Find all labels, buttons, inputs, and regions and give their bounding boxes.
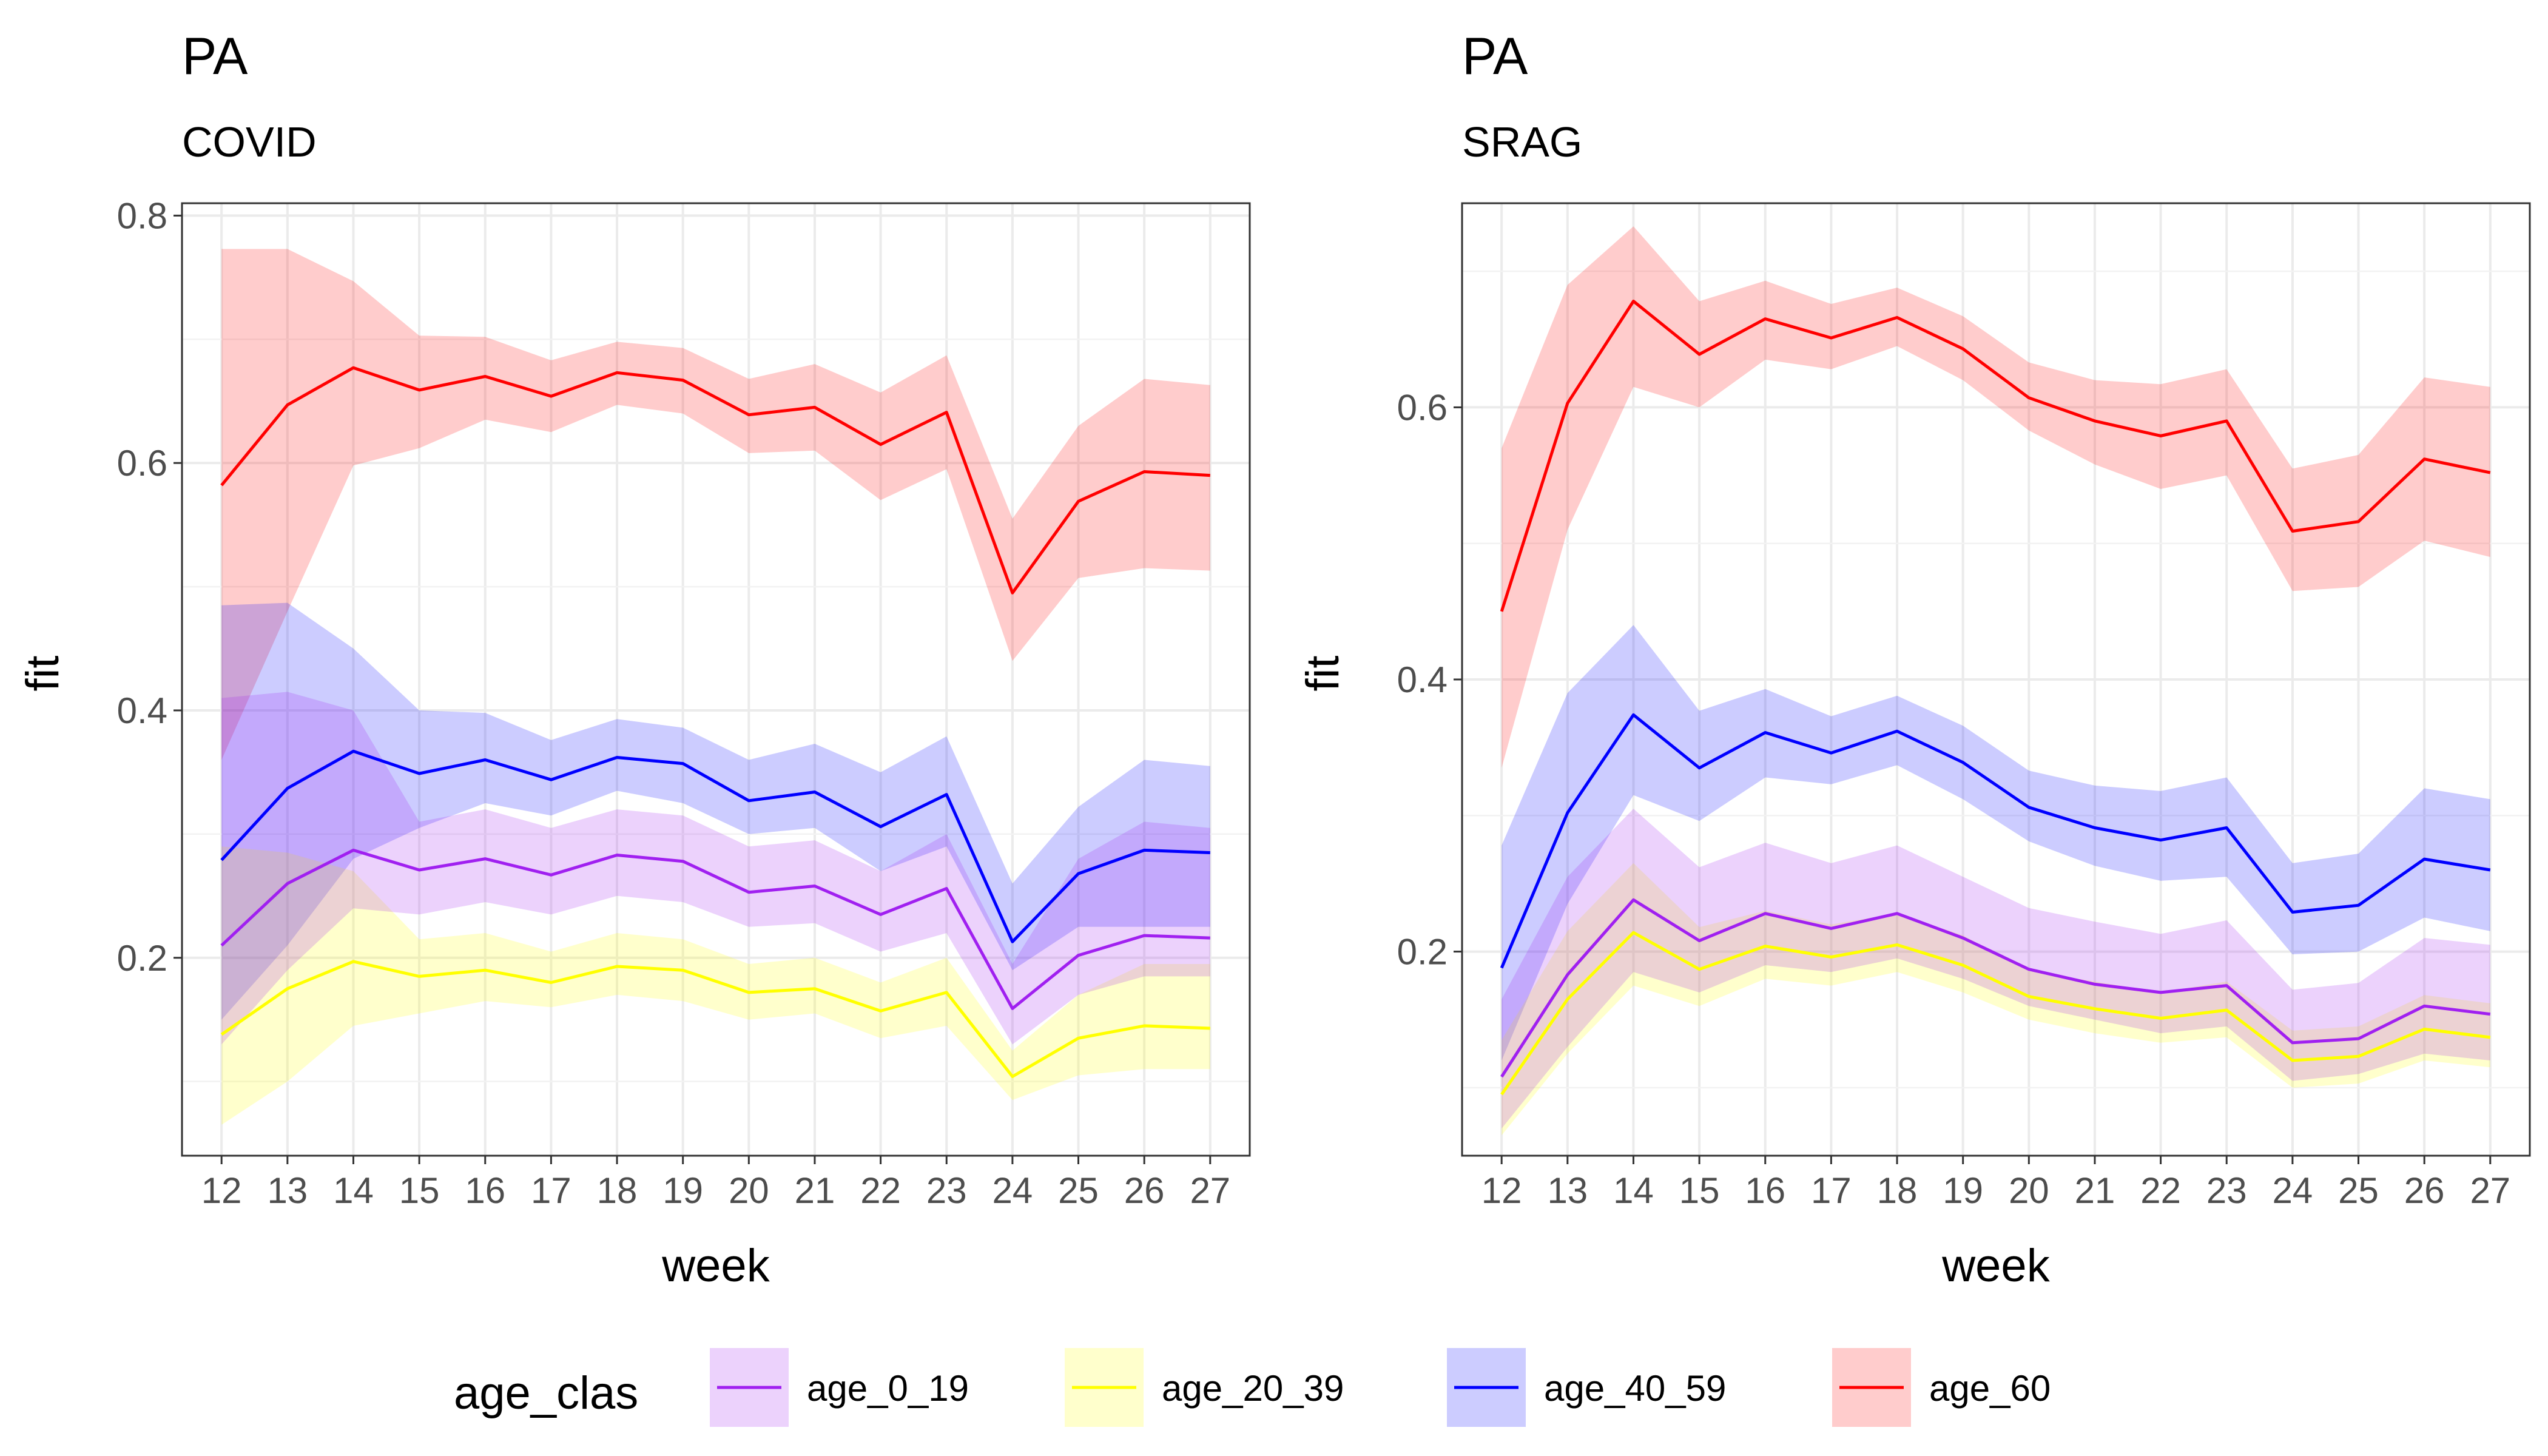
y-tick-label: 0.6 [117, 443, 167, 484]
plot-frame [181, 202, 1251, 1157]
x-tick-label: 25 [2338, 1170, 2379, 1211]
band-age_0_19 [221, 692, 1210, 1045]
x-tick-label: 26 [2404, 1170, 2445, 1211]
x-tick-label: 24 [2273, 1170, 2313, 1211]
x-tick-label: 19 [662, 1170, 703, 1211]
x-tick-label: 20 [729, 1170, 769, 1211]
x-axis-ticks: 12 13 14 15 16 17 18 19 20 21 22 23 24 25 26 27 [1481, 1156, 2510, 1211]
x-tick-label: 17 [531, 1170, 571, 1211]
x-tick-label: 26 [1124, 1170, 1165, 1211]
x-tick-label: 17 [1811, 1170, 1852, 1211]
x-tick-label: 16 [465, 1170, 505, 1211]
panel-title: PA [1462, 27, 1528, 86]
x-tick-label: 21 [795, 1170, 835, 1211]
y-axis-ticks: 0.2 0.4 0.6 0.8 [117, 195, 182, 979]
x-tick-label: 18 [597, 1170, 638, 1211]
x-axis-ticks: 12 13 14 15 16 17 18 19 20 21 22 23 24 25 26 27 [201, 1156, 1230, 1211]
legend-items: age_0_19 age_20_39 age_40_59 age_60 [710, 1348, 2051, 1427]
line-age_40_59 [1500, 713, 2491, 969]
x-tick-label: 14 [333, 1170, 374, 1211]
y-axis-label: fit [1297, 655, 1349, 691]
legend-item-age_0_19: age_0_19 [710, 1348, 969, 1427]
x-axis-label: week [661, 1240, 770, 1292]
band-age_40_59 [221, 602, 1210, 1020]
x-tick-label: 14 [1613, 1170, 1654, 1211]
x-tick-label: 19 [1943, 1170, 1983, 1211]
line-age_60 [1500, 300, 2491, 612]
x-tick-label: 22 [860, 1170, 901, 1211]
legend-label: age_20_39 [1162, 1368, 1344, 1409]
panel-subtitle: SRAG [1462, 118, 1582, 166]
y-tick-label: 0.2 [1397, 932, 1448, 972]
legend-item-age_40_59: age_40_59 [1447, 1348, 1726, 1427]
x-tick-label: 27 [1190, 1170, 1230, 1211]
x-tick-label: 27 [2470, 1170, 2510, 1211]
series-lines [220, 366, 1210, 1078]
band-age_60 [1502, 226, 2490, 768]
line-age_20_39 [220, 960, 1210, 1078]
legend-label: age_60 [1929, 1368, 2051, 1409]
confidence-bands [221, 249, 1210, 1125]
x-tick-label: 24 [993, 1170, 1033, 1211]
line-age_20_39 [1500, 931, 2491, 1096]
legend-item-age_60: age_60 [1832, 1348, 2051, 1427]
y-axis-ticks: 0.2 0.4 0.6 [1397, 387, 1462, 972]
x-tick-label: 25 [1058, 1170, 1099, 1211]
y-tick-label: 0.6 [1397, 387, 1448, 428]
panel-srag: PA SRAG 0.2 0.4 0.6 12 13 14 15 16 17 18 19 20 21 22… [1297, 27, 2531, 1292]
y-axis-label: fit [17, 655, 69, 691]
legend-label: age_40_59 [1544, 1368, 1726, 1409]
band-age_40_59 [1502, 625, 2490, 1060]
y-tick-label: 0.4 [117, 690, 167, 731]
x-tick-label: 22 [2140, 1170, 2181, 1211]
band-age_20_39 [221, 846, 1210, 1125]
x-tick-label: 15 [399, 1170, 440, 1211]
grid-layer [182, 203, 1250, 1156]
x-tick-label: 23 [926, 1170, 967, 1211]
line-age_40_59 [220, 749, 1210, 943]
confidence-bands [1502, 226, 2490, 1136]
line-age_60 [220, 366, 1210, 595]
y-tick-label: 0.8 [117, 195, 167, 236]
x-axis-label: week [1941, 1240, 2050, 1292]
x-tick-label: 15 [1679, 1170, 1720, 1211]
line-age_0_19 [1500, 898, 2491, 1078]
legend-item-age_20_39: age_20_39 [1065, 1348, 1344, 1427]
x-tick-label: 13 [267, 1170, 308, 1211]
x-tick-label: 12 [1481, 1170, 1522, 1211]
panel-subtitle: COVID [182, 118, 317, 166]
x-tick-label: 16 [1745, 1170, 1785, 1211]
band-age_20_39 [1502, 863, 2490, 1136]
band-age_0_19 [1502, 809, 2490, 1129]
y-tick-label: 0.2 [117, 938, 167, 979]
legend-label: age_0_19 [807, 1368, 969, 1409]
x-tick-label: 12 [201, 1170, 242, 1211]
x-tick-label: 20 [2009, 1170, 2049, 1211]
panel-covid: PA COVID 0.2 0.4 0.6 0.8 12 13 14 15 16 17 18 19 20… [17, 27, 1251, 1292]
x-tick-label: 18 [1877, 1170, 1918, 1211]
legend: age_clas age_0_19 age_20_39 age_40_59 age_6… [454, 1348, 2051, 1427]
panel-title: PA [182, 27, 248, 86]
line-age_0_19 [220, 848, 1210, 1010]
legend-title: age_clas [454, 1367, 638, 1419]
y-tick-label: 0.4 [1397, 659, 1448, 700]
x-tick-label: 21 [2075, 1170, 2115, 1211]
band-age_60 [221, 249, 1210, 760]
series-lines [1500, 300, 2491, 1096]
x-tick-label: 13 [1547, 1170, 1588, 1211]
x-tick-label: 23 [2206, 1170, 2247, 1211]
